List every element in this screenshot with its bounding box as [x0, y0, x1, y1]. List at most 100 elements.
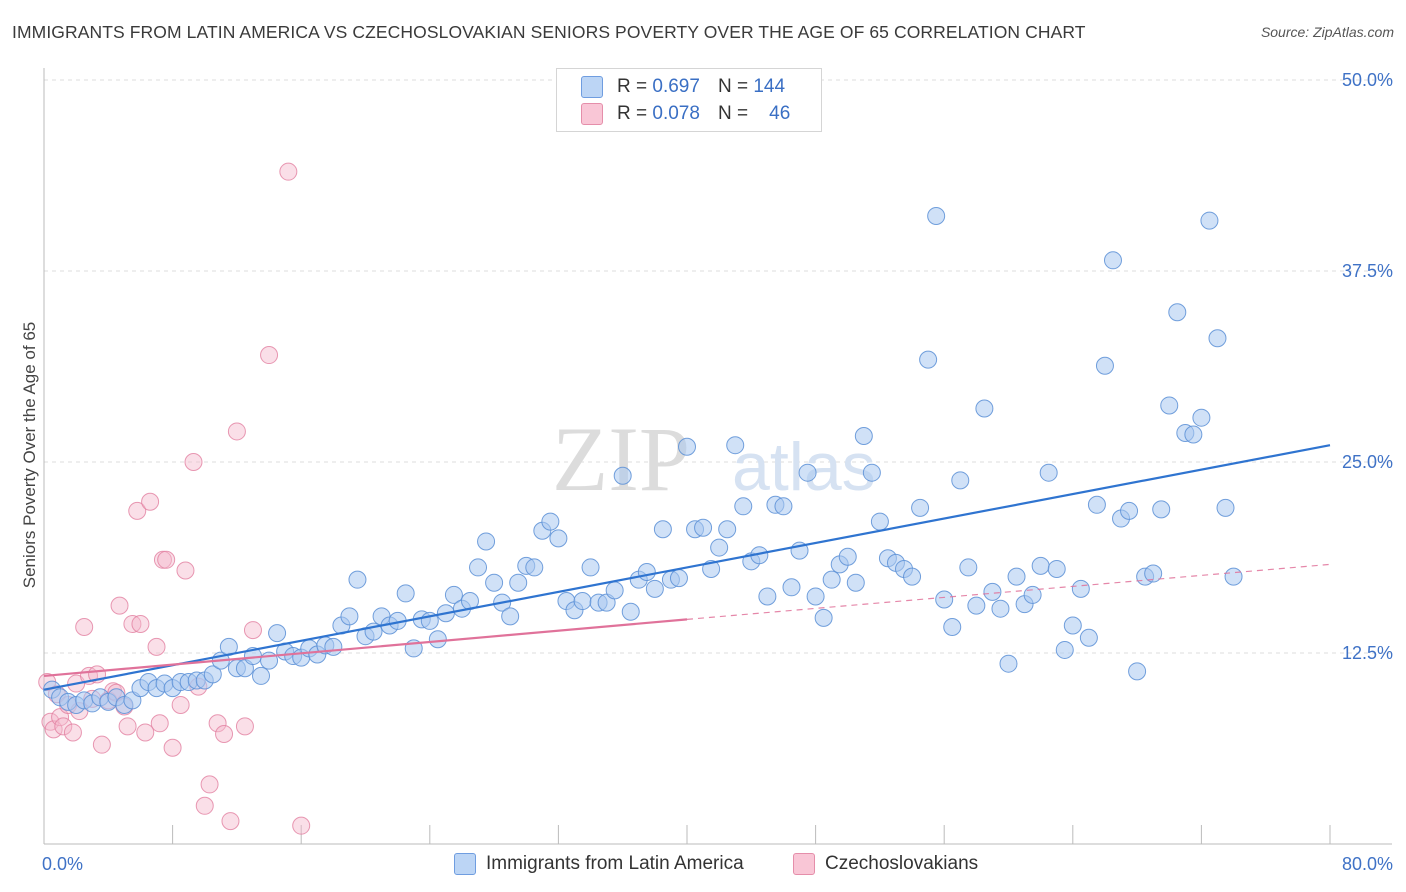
- latin-america-point: [1120, 501, 1139, 520]
- latin-america-point: [1055, 640, 1074, 659]
- latin-america-point: [669, 569, 688, 588]
- czechoslovakians-point: [176, 561, 195, 580]
- latin-america-point: [469, 558, 488, 577]
- latin-america-point: [854, 427, 873, 446]
- latin-america-point: [951, 471, 970, 490]
- x-tick-label: 0.0%: [42, 854, 83, 874]
- czechoslovakians-point: [279, 162, 298, 181]
- latin-america-point: [1160, 396, 1179, 415]
- legend-n-label: N =: [717, 76, 749, 97]
- legend-n-label: N =: [717, 103, 749, 124]
- czechoslovakians-point: [54, 717, 73, 736]
- latin-america-point: [1184, 425, 1203, 444]
- latin-america-point: [1031, 556, 1050, 575]
- latin-america-point: [694, 518, 713, 537]
- latin-america-point: [340, 607, 359, 626]
- latin-america-point: [1192, 408, 1211, 427]
- latin-america-point: [975, 399, 994, 418]
- latin-america-point: [613, 466, 632, 485]
- czechoslovakians-point: [227, 422, 246, 441]
- latin-america-point: [927, 206, 946, 225]
- tick-labels: 12.5% 25.0% 37.5% 50.0% 0.0% 80.0%: [42, 70, 1393, 874]
- latin-america-point: [862, 463, 881, 482]
- czechoslovakians-point: [200, 775, 219, 794]
- latin-america-point: [991, 599, 1010, 618]
- bottom-legend-czechoslovakians: Czechoslovakians: [793, 851, 978, 877]
- latin-america-point: [1039, 463, 1058, 482]
- czechoslovakians-point: [260, 346, 279, 365]
- latin-america-point: [943, 618, 962, 637]
- latin-america-point: [525, 558, 544, 577]
- czechoslovakians-point: [157, 550, 176, 569]
- legend-swatch-blue: [581, 76, 603, 98]
- latin-america-point: [653, 520, 672, 539]
- legend-r-label: R =: [617, 103, 648, 124]
- latin-america-point: [1152, 500, 1171, 519]
- latin-america-point: [645, 579, 664, 598]
- latin-america-point: [477, 532, 496, 551]
- czechoslovakians-point: [292, 816, 311, 835]
- latin-america-point: [203, 665, 222, 684]
- bottom-legend-latin-america: Immigrants from Latin America: [454, 851, 744, 877]
- latin-america-point: [1216, 498, 1235, 517]
- legend-r-value: 0.697: [652, 76, 700, 97]
- latin-america-point: [1063, 616, 1082, 635]
- latin-america-point: [396, 584, 415, 603]
- latin-america-point: [734, 497, 753, 516]
- latin-america-point: [581, 558, 600, 577]
- latin-america-point: [1224, 567, 1243, 586]
- czechoslovakians-trend-line-extended: [686, 563, 1331, 620]
- latin-america-point: [541, 512, 560, 531]
- latin-america-point: [919, 350, 938, 369]
- czechoslovakians-point: [171, 695, 190, 714]
- latin-america-point: [1047, 559, 1066, 578]
- latin-america-point: [621, 602, 640, 621]
- latin-america-point: [983, 582, 1002, 601]
- latin-america-point: [718, 520, 737, 539]
- latin-america-point: [903, 567, 922, 586]
- latin-america-point: [822, 570, 841, 589]
- latin-america-point: [1087, 495, 1106, 514]
- legend-row-czechoslovakians: R = 0.078 N = 46: [581, 101, 790, 127]
- bottom-swatch-pink: [793, 853, 815, 875]
- latin-america-point: [774, 497, 793, 516]
- latin-america-point: [1095, 356, 1114, 375]
- latin-america-point: [758, 587, 777, 606]
- latin-america-point: [678, 437, 696, 456]
- latin-america-point: [252, 666, 271, 685]
- czechoslovakians-trend-line: [43, 618, 688, 678]
- latin-america-point: [838, 547, 857, 566]
- latin-america-point: [637, 563, 656, 582]
- czechoslovakians-point: [208, 714, 227, 733]
- latin-america-point: [428, 630, 447, 649]
- latin-america-point: [268, 624, 287, 643]
- y-tick-label: 37.5%: [1342, 261, 1393, 281]
- latin-america-point: [1079, 628, 1098, 647]
- legend-r-label: R =: [617, 76, 648, 97]
- latin-america-point: [501, 607, 520, 626]
- latin-america-point: [1168, 303, 1187, 322]
- czechoslovakians-point: [75, 618, 94, 637]
- watermark-zip: ZIP: [552, 408, 690, 510]
- y-tick-label: 12.5%: [1342, 643, 1393, 663]
- latin-america-point: [959, 558, 978, 577]
- latin-america-point: [605, 581, 624, 600]
- czechoslovakians-point: [215, 724, 234, 743]
- czechoslovakians-point: [147, 637, 166, 656]
- latin-america-point: [782, 578, 801, 597]
- latin-america-point: [814, 608, 833, 627]
- latin-america-point: [806, 587, 825, 606]
- axes: [43, 68, 1392, 845]
- stats-legend: R = 0.697 N = 144 R = 0.078 N = 46: [556, 68, 822, 132]
- latin-america-point: [1007, 567, 1026, 586]
- source-label: Source: ZipAtlas.com: [1260, 24, 1394, 40]
- y-tick-label: 50.0%: [1342, 70, 1393, 90]
- latin-america-point: [1071, 579, 1090, 598]
- latin-america-point: [710, 538, 729, 557]
- latin-america-point: [935, 590, 954, 609]
- latin-america-point: [726, 436, 745, 455]
- latin-america-point: [911, 498, 930, 517]
- latin-america-point: [846, 573, 865, 592]
- latin-america-point: [324, 637, 343, 656]
